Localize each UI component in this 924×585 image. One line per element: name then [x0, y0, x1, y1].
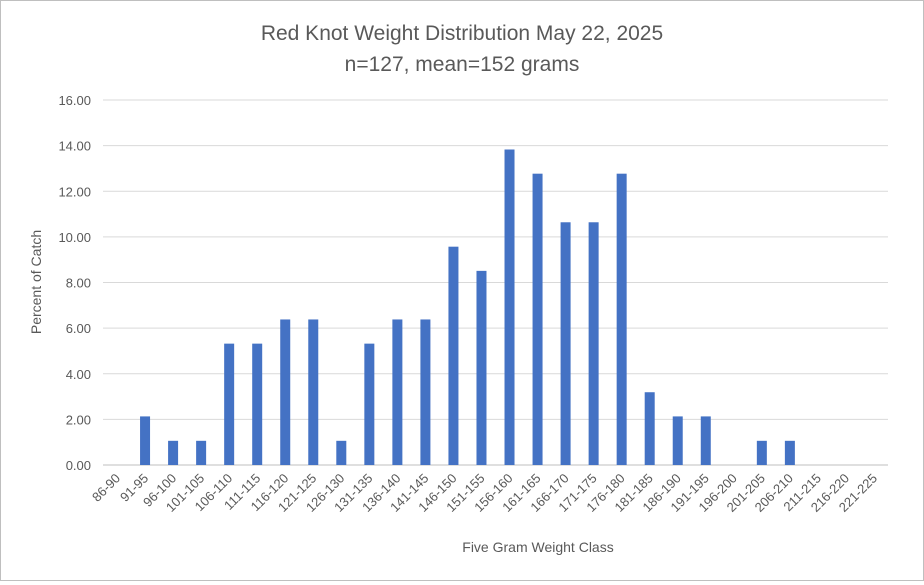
- bar: [700, 416, 711, 465]
- bar: [504, 149, 515, 466]
- y-tick-label: 12.00: [58, 184, 91, 199]
- bar: [476, 270, 487, 465]
- bar: [308, 319, 319, 465]
- y-tick-label: 0.00: [66, 458, 91, 473]
- y-tick-label: 10.00: [58, 230, 91, 245]
- y-tick-label: 6.00: [66, 321, 91, 336]
- bar: [168, 440, 179, 465]
- bar: [532, 173, 543, 465]
- gridlines: [103, 99, 888, 466]
- bar: [336, 440, 347, 465]
- chart-title: Red Knot Weight Distribution May 22, 202…: [261, 22, 663, 45]
- bar: [252, 343, 263, 465]
- bar: [672, 416, 683, 465]
- y-tick-label: 4.00: [66, 367, 91, 382]
- y-tick-label: 16.00: [58, 93, 91, 108]
- bar: [364, 343, 375, 465]
- bar: [392, 319, 403, 465]
- bars: [140, 149, 795, 466]
- y-axis-label: Percent of Catch: [28, 230, 44, 334]
- x-tick-label: 86-90: [89, 471, 123, 505]
- y-tick-label: 8.00: [66, 276, 91, 291]
- bar: [756, 440, 767, 465]
- y-tick-label: 14.00: [58, 139, 91, 154]
- bar: [196, 440, 207, 465]
- bar: [588, 222, 599, 465]
- bar: [224, 343, 235, 465]
- y-tick-label: 2.00: [66, 412, 91, 427]
- x-axis-ticks: 86-9091-9596-100101-105106-110111-115116…: [89, 471, 880, 515]
- bar: [448, 246, 459, 465]
- bar: [140, 416, 151, 465]
- chart-subtitle: n=127, mean=152 grams: [345, 53, 580, 76]
- bar: [784, 440, 795, 465]
- bar: [616, 173, 627, 465]
- x-axis-label: Five Gram Weight Class: [462, 539, 613, 555]
- bar: [420, 319, 431, 465]
- bar: [560, 222, 571, 465]
- bar: [644, 392, 655, 465]
- y-axis-ticks: 0.00 2.00 4.00 6.00 8.00 10.00 12.00 14.00 16.00: [58, 93, 91, 473]
- bar: [280, 319, 291, 465]
